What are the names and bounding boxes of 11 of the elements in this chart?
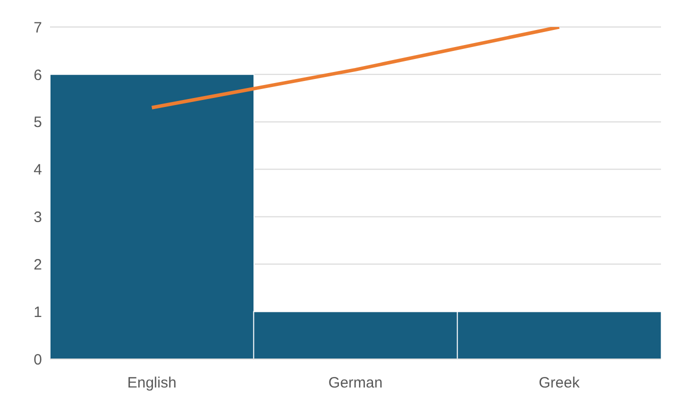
- x-tick-label: Greek: [538, 374, 580, 392]
- y-tick-label: 1: [34, 304, 42, 321]
- y-tick-label: 6: [34, 66, 42, 84]
- y-tick-label: 2: [34, 256, 42, 274]
- y-tick-label: 3: [34, 209, 42, 226]
- y-tick-label: 4: [34, 162, 42, 179]
- y-tick-label: 0: [34, 351, 42, 368]
- x-tick-label: German: [328, 374, 383, 392]
- x-tick-label: English: [127, 374, 176, 392]
- y-tick-label: 7: [34, 19, 42, 36]
- y-tick-label: 5: [34, 114, 42, 132]
